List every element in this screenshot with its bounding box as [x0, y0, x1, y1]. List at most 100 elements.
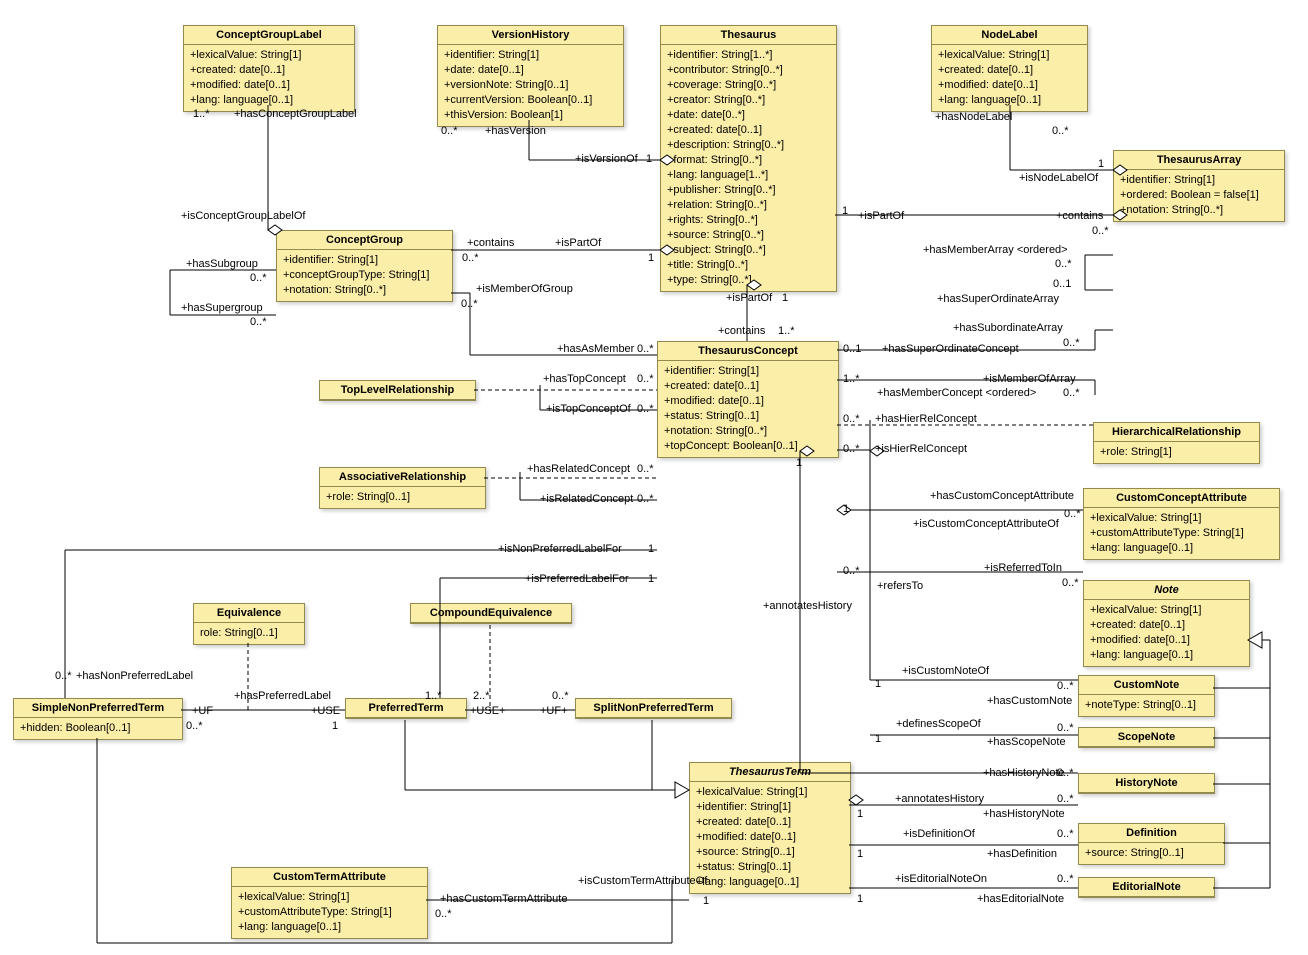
assoc-label: +isPreferredLabelFor — [525, 573, 629, 585]
class-NodeLabel: NodeLabel+lexicalValue: String[1]+create… — [931, 25, 1088, 112]
class-attr: +format: String[0..*] — [667, 153, 830, 168]
assoc-label: 0..* — [441, 125, 458, 137]
class-SimpleNonPreferredTerm: SimpleNonPreferredTerm+hidden: Boolean[0… — [13, 698, 183, 740]
assoc-label: 1..* — [778, 325, 795, 337]
assoc-label: 1 — [648, 252, 654, 264]
class-attr: +modified: date[0..1] — [696, 830, 844, 845]
class-attr: +role: String[0..1] — [326, 490, 479, 505]
assoc-label: 0..* — [1057, 828, 1074, 840]
assoc-label: 0..* — [1063, 387, 1080, 399]
assoc-label: 1 — [796, 457, 802, 469]
class-title: HierarchicalRelationship — [1094, 423, 1259, 442]
class-attr: +creator: String[0..*] — [667, 93, 830, 108]
assoc-label: 1 — [875, 678, 881, 690]
class-attr: +rights: String[0..*] — [667, 213, 830, 228]
class-body: +lexicalValue: String[1]+created: date[0… — [184, 45, 354, 111]
assoc-label: +refersTo — [877, 580, 923, 592]
class-body: +source: String[0..1] — [1079, 843, 1224, 864]
class-attr: +versionNote: String[0..1] — [444, 78, 617, 93]
class-attr: +identifier: String[1] — [664, 364, 832, 379]
assoc-label: 0..* — [637, 373, 654, 385]
assoc-label: 1 — [332, 720, 338, 732]
class-title: SimpleNonPreferredTerm — [14, 699, 182, 718]
assoc-label: 1 — [782, 292, 788, 304]
assoc-label: 0..* — [1057, 722, 1074, 734]
assoc-label: 1 — [857, 848, 863, 860]
class-EditorialNote: EditorialNote — [1078, 877, 1215, 898]
class-attr: +noteType: String[0..1] — [1085, 698, 1208, 713]
class-title: ScopeNote — [1079, 728, 1214, 747]
class-title: ConceptGroup — [277, 231, 452, 250]
assoc-label: +isNodeLabelOf — [1019, 172, 1098, 184]
assoc-label: +hasRelatedConcept — [527, 463, 630, 475]
assoc-label: 0..* — [843, 443, 860, 455]
assoc-label: +isDefinitionOf — [903, 828, 975, 840]
class-HierarchicalRelationship: HierarchicalRelationship+role: String[1] — [1093, 422, 1260, 464]
class-attr: +identifier: String[1] — [1120, 173, 1278, 188]
assoc-label: +isReferredToIn — [984, 562, 1062, 574]
assoc-label: 0..* — [1057, 873, 1074, 885]
class-HistoryNote: HistoryNote — [1078, 773, 1215, 794]
assoc-label: 0..* — [637, 463, 654, 475]
class-attr: +lang: language[0..1] — [190, 93, 348, 108]
class-attr: +description: String[0..*] — [667, 138, 830, 153]
class-attr: +lang: language[0..1] — [238, 920, 421, 935]
class-attr: +currentVersion: Boolean[0..1] — [444, 93, 617, 108]
assoc-label: +isMemberOfArray — [983, 373, 1076, 385]
assoc-label: 0..* — [637, 403, 654, 415]
assoc-label: +UF+ — [540, 705, 568, 717]
class-AssociativeRelationship: AssociativeRelationship +role: String[0..… — [319, 467, 486, 509]
assoc-label: 0..* — [552, 690, 569, 702]
class-title: AssociativeRelationship — [320, 468, 485, 487]
assoc-label: +isEditorialNoteOn — [895, 873, 987, 885]
assoc-label: 0..* — [843, 413, 860, 425]
class-ConceptGroupLabel: ConceptGroupLabel+lexicalValue: String[1… — [183, 25, 355, 112]
assoc-label: +isTopConceptOf — [546, 403, 631, 415]
assoc-label: 0..* — [1062, 577, 1079, 589]
class-body: +hidden: Boolean[0..1] — [14, 718, 182, 739]
class-attr: +modified: date[0..1] — [190, 78, 348, 93]
assoc-label: 1 — [842, 205, 848, 217]
class-ScopeNote: ScopeNote — [1078, 727, 1215, 748]
class-body: +lexicalValue: String[1]+customAttribute… — [1084, 508, 1279, 559]
assoc-label: 0..* — [1063, 337, 1080, 349]
connector-layer — [0, 0, 1308, 955]
class-title: VersionHistory — [438, 26, 623, 45]
class-attr: +created: date[0..1] — [190, 63, 348, 78]
class-CompoundEquivalence: CompoundEquivalence — [410, 603, 572, 624]
assoc-label: +isConceptGroupLabelOf — [181, 210, 305, 222]
assoc-label: 0..* — [462, 252, 479, 264]
class-attr: +title: String[0..*] — [667, 258, 830, 273]
class-body: +identifier: String[1]+ordered: Boolean … — [1114, 170, 1284, 221]
assoc-label: +hasVersion — [485, 125, 546, 137]
assoc-label: +hasSupergroup — [181, 302, 263, 314]
assoc-label: +definesScopeOf — [896, 718, 981, 730]
class-body: +identifier: String[1]+date: date[0..1]+… — [438, 45, 623, 126]
class-ConceptGroup: ConceptGroup+identifier: String[1]+conce… — [276, 230, 453, 302]
assoc-label: 1 — [875, 733, 881, 745]
assoc-label: +contains — [718, 325, 765, 337]
class-attr: +subject: String[0..*] — [667, 243, 830, 258]
class-title: Definition — [1079, 824, 1224, 843]
class-attr: +type: String[0..*] — [667, 273, 830, 288]
assoc-label: +isPartOf — [555, 237, 601, 249]
assoc-label: +hasNodeLabel — [935, 111, 1012, 123]
class-attr: +status: String[0..1] — [696, 860, 844, 875]
class-attr: +status: String[0..1] — [664, 409, 832, 424]
class-attr: +identifier: String[1] — [283, 253, 446, 268]
class-attr: +notation: String[0..*] — [283, 283, 446, 298]
assoc-label: +hasNonPreferredLabel — [76, 670, 193, 682]
assoc-label: +hasDefinition — [987, 848, 1057, 860]
class-title: CustomConceptAttribute — [1084, 489, 1279, 508]
assoc-label: 0..* — [843, 565, 860, 577]
assoc-label: 0..* — [1052, 125, 1069, 137]
assoc-label: 0..* — [637, 343, 654, 355]
class-attr: +lang: language[0..1] — [1090, 541, 1273, 556]
assoc-label: 1 — [648, 573, 654, 585]
class-attr: +coverage: String[0..*] — [667, 78, 830, 93]
class-attr: +identifier: String[1..*] — [667, 48, 830, 63]
class-attr: +customAttributeType: String[1] — [238, 905, 421, 920]
assoc-label: +hasCustomTermAttribute — [440, 893, 567, 905]
class-PreferredTerm: PreferredTerm — [345, 698, 467, 719]
class-ThesaurusArray: ThesaurusArray+identifier: String[1]+ord… — [1113, 150, 1285, 222]
